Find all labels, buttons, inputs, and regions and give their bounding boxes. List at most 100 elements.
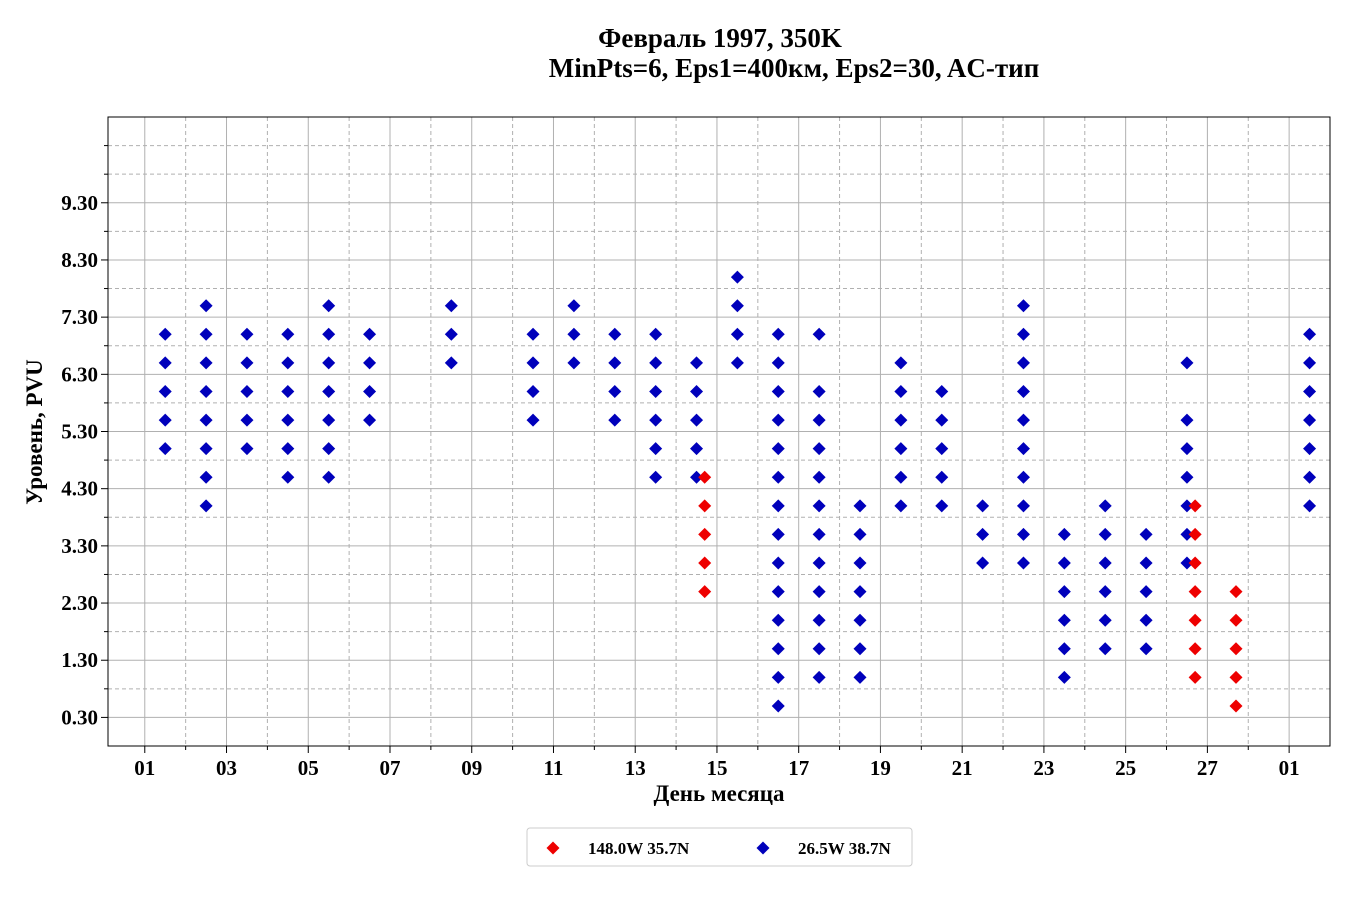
data-point-blue-series bbox=[322, 442, 336, 456]
data-point-blue-series bbox=[935, 442, 949, 456]
data-point-blue-series bbox=[771, 556, 785, 570]
data-point-blue-series bbox=[894, 384, 908, 398]
x-tick-label: 05 bbox=[298, 756, 319, 780]
y-tick-label: 7.30 bbox=[61, 305, 98, 329]
grid bbox=[108, 117, 1330, 746]
data-point-blue-series bbox=[1016, 527, 1030, 541]
data-point-blue-series bbox=[158, 413, 172, 427]
legend-diamond-blue bbox=[756, 841, 770, 855]
data-point-red-series bbox=[698, 470, 712, 484]
data-point-red-series bbox=[698, 527, 712, 541]
data-point-red-series bbox=[1188, 556, 1202, 570]
data-point-blue-series bbox=[199, 499, 213, 513]
data-point-red-series bbox=[698, 556, 712, 570]
data-point-blue-series bbox=[812, 384, 826, 398]
x-tick-label: 15 bbox=[706, 756, 727, 780]
data-point-blue-series bbox=[894, 442, 908, 456]
data-point-blue-series bbox=[690, 356, 704, 370]
data-point-red-series bbox=[1188, 642, 1202, 656]
data-point-blue-series bbox=[1180, 499, 1194, 513]
data-point-blue-series bbox=[812, 327, 826, 341]
data-point-blue-series bbox=[690, 413, 704, 427]
data-point-blue-series bbox=[976, 499, 990, 513]
data-point-blue-series bbox=[608, 384, 622, 398]
data-point-blue-series bbox=[812, 642, 826, 656]
data-point-blue-series bbox=[240, 327, 254, 341]
x-tick-label: 19 bbox=[870, 756, 891, 780]
data-point-blue-series bbox=[1098, 613, 1112, 627]
data-point-blue-series bbox=[771, 585, 785, 599]
data-point-red-series bbox=[1188, 670, 1202, 684]
data-point-red-series bbox=[1229, 613, 1243, 627]
x-tick-label: 23 bbox=[1033, 756, 1054, 780]
data-point-blue-series bbox=[199, 299, 213, 313]
data-point-red-series bbox=[1188, 613, 1202, 627]
data-point-red-series bbox=[1229, 670, 1243, 684]
data-point-blue-series bbox=[1303, 442, 1317, 456]
y-tick-label: 1.30 bbox=[61, 648, 98, 672]
data-point-blue-series bbox=[894, 499, 908, 513]
y-tick-label: 8.30 bbox=[61, 248, 98, 272]
data-point-blue-series bbox=[976, 527, 990, 541]
data-point-blue-series bbox=[853, 499, 867, 513]
data-point-blue-series bbox=[281, 442, 295, 456]
legend-marker-blue-diamond bbox=[756, 841, 770, 855]
data-point-blue-series bbox=[322, 384, 336, 398]
legend: 148.0W 35.7N 26.5W 38.7N bbox=[526, 827, 913, 867]
data-point-blue-series bbox=[322, 356, 336, 370]
legend-box bbox=[526, 827, 913, 867]
legend-diamond-red bbox=[546, 841, 560, 855]
axis-ticks: 01 03 05 07 09 11 13 15 17 19 21 23 25 27 01 0.30 1.30 2.… bbox=[61, 145, 1300, 780]
data-point-blue-series bbox=[281, 327, 295, 341]
chart-title: Февраль 1997, 350K bbox=[598, 23, 842, 53]
data-point-blue-series bbox=[240, 356, 254, 370]
data-point-blue-series bbox=[1098, 585, 1112, 599]
data-point-blue-series bbox=[812, 585, 826, 599]
data-point-blue-series bbox=[444, 327, 458, 341]
data-point-blue-series bbox=[690, 384, 704, 398]
data-point-blue-series bbox=[730, 327, 744, 341]
data-points bbox=[158, 270, 1317, 713]
data-point-blue-series bbox=[240, 442, 254, 456]
data-point-blue-series bbox=[1303, 356, 1317, 370]
x-tick-label: 09 bbox=[461, 756, 482, 780]
data-point-blue-series bbox=[158, 356, 172, 370]
data-point-blue-series bbox=[281, 470, 295, 484]
x-tick-label: 25 bbox=[1115, 756, 1136, 780]
y-tick-label: 3.30 bbox=[61, 534, 98, 558]
plot-frame bbox=[107, 116, 1331, 747]
data-point-blue-series bbox=[730, 356, 744, 370]
data-point-blue-series bbox=[1016, 556, 1030, 570]
data-point-blue-series bbox=[1016, 384, 1030, 398]
data-point-blue-series bbox=[649, 327, 663, 341]
data-point-blue-series bbox=[812, 499, 826, 513]
data-point-blue-series bbox=[1057, 613, 1071, 627]
data-point-blue-series bbox=[363, 413, 377, 427]
data-point-blue-series bbox=[158, 442, 172, 456]
data-point-blue-series bbox=[853, 527, 867, 541]
x-tick-label: 01 bbox=[1279, 756, 1300, 780]
data-point-blue-series bbox=[853, 585, 867, 599]
data-point-blue-series bbox=[935, 413, 949, 427]
data-point-blue-series bbox=[976, 556, 990, 570]
data-point-blue-series bbox=[649, 413, 663, 427]
data-point-blue-series bbox=[526, 413, 540, 427]
y-tick-label: 2.30 bbox=[61, 591, 98, 615]
x-tick-label: 11 bbox=[544, 756, 564, 780]
y-tick-label: 9.30 bbox=[61, 191, 98, 215]
y-tick-label: 5.30 bbox=[61, 420, 98, 444]
x-tick-label: 27 bbox=[1197, 756, 1218, 780]
data-point-blue-series bbox=[1303, 327, 1317, 341]
data-point-blue-series bbox=[1303, 499, 1317, 513]
data-point-blue-series bbox=[567, 299, 581, 313]
data-point-blue-series bbox=[771, 699, 785, 713]
data-point-blue-series bbox=[608, 413, 622, 427]
data-point-blue-series bbox=[322, 470, 336, 484]
data-point-blue-series bbox=[730, 270, 744, 284]
x-tick-label: 13 bbox=[625, 756, 646, 780]
data-point-blue-series bbox=[771, 470, 785, 484]
data-point-blue-series bbox=[1098, 642, 1112, 656]
legend-label-blue-series: 26.5W 38.7N bbox=[798, 839, 891, 858]
data-point-blue-series bbox=[935, 499, 949, 513]
